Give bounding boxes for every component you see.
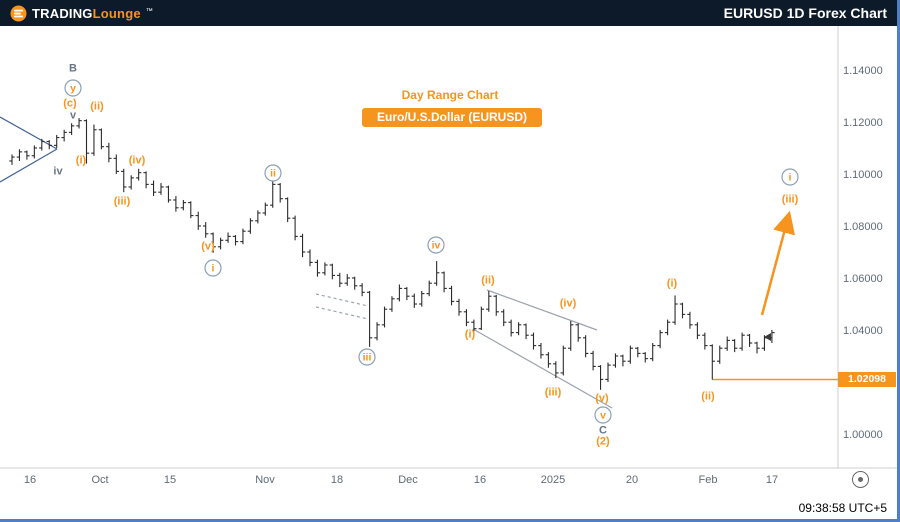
trendline[interactable] [472, 328, 613, 409]
x-axis-tick: Oct [91, 474, 108, 486]
wave-label: (iii) [545, 387, 562, 399]
wave-label-circle [594, 406, 612, 424]
page-title: EURUSD 1D Forex Chart [723, 5, 887, 21]
trendlines-layer [0, 116, 838, 409]
x-axis-tick: 20 [626, 474, 638, 486]
y-axis-tick: 1.04000 [843, 325, 883, 337]
wave-label-circle [264, 164, 282, 182]
y-axis-tick: 1.08000 [843, 221, 883, 233]
wave-label: C [599, 425, 607, 437]
header: TRADINGLounge ™ EURUSD 1D Forex Chart [0, 0, 897, 26]
brand-name: TRADINGLounge [32, 6, 141, 21]
trendline[interactable] [0, 148, 58, 183]
wave-label: (ii) [481, 275, 495, 287]
wave-label: (v) [595, 393, 609, 405]
wave-label: (i) [76, 155, 87, 167]
trendline[interactable] [0, 116, 58, 150]
wave-label: (c) [63, 98, 77, 110]
y-axis-tick: 1.10000 [843, 169, 883, 181]
wave-label: ii [270, 168, 276, 180]
price-chart-svg[interactable]: 1.14000 1.12000 1.10000 1.08000 1.06000 1.040… [0, 26, 897, 496]
status-bar: 09:38:58 UTC+5 [0, 496, 897, 519]
wave-label-circle [358, 348, 376, 366]
x-axis-tick: 2025 [541, 474, 565, 486]
tradinglounge-logo-icon [10, 4, 27, 22]
x-axis-tick: 15 [164, 474, 176, 486]
wave-label: (iii) [114, 196, 131, 208]
annotations-layer: By(c)v(ii)iv(i) (iv)(iii)(v)iiiiiiiv(i)(i… [53, 63, 799, 448]
wave-label-circle [64, 79, 82, 97]
brand-lounge: Lounge [92, 5, 141, 21]
instrument-badge: Euro/U.S.Dollar (EURUSD) [362, 108, 542, 127]
wave-label: (ii) [701, 391, 715, 403]
wave-label: (v) [201, 241, 215, 253]
wave-label: i [789, 172, 792, 184]
y-axis-tick: 1.12000 [843, 117, 883, 129]
wave-label: (2) [596, 436, 610, 448]
chart-area[interactable]: 1.14000 1.12000 1.10000 1.08000 1.06000 1.040… [0, 26, 897, 496]
wave-label: iv [432, 240, 441, 252]
x-axis-tick: Feb [699, 474, 718, 486]
brand-trading: TRADING [32, 5, 93, 21]
scroll-to-latest-button[interactable] [852, 471, 869, 488]
wave-label: v [70, 110, 77, 122]
wave-label: i [212, 263, 215, 275]
wave-label-circle [781, 168, 799, 186]
y-axis-tick: 1.06000 [843, 273, 883, 285]
trademark-symbol: ™ [145, 7, 153, 15]
last-bar-marker [764, 333, 771, 341]
wave-label: iv [53, 166, 63, 178]
wave-label: (ii) [90, 101, 104, 113]
bars-layer [9, 118, 775, 390]
trendline[interactable] [315, 306, 369, 320]
wave-label: v [600, 410, 606, 422]
trendline[interactable] [315, 293, 369, 307]
x-axis-tick: 16 [474, 474, 486, 486]
x-axis-tick: Nov [255, 474, 275, 486]
brand-logo[interactable]: TRADINGLounge ™ [10, 4, 153, 22]
wave-label: (iv) [129, 155, 146, 167]
wave-label-circle [427, 236, 445, 254]
x-axis-tick: Dec [398, 474, 418, 486]
x-axis-tick: 17 [766, 474, 778, 486]
wave-label: y [70, 83, 76, 95]
clock-timestamp: 09:38:58 UTC+5 [798, 500, 887, 515]
wave-label: (iv) [560, 298, 577, 310]
trendline[interactable] [486, 289, 598, 331]
wave-label: (iii) [782, 194, 799, 206]
day-range-chart-label: Day Range Chart [401, 88, 499, 102]
wave-label: (i) [465, 329, 476, 341]
wave-label: B [69, 63, 77, 75]
wave-label-circle [204, 259, 222, 277]
price-level-badge: 1.02098 [838, 372, 896, 387]
x-axis-tick: 18 [331, 474, 343, 486]
wave-label: (i) [667, 278, 678, 290]
projection-arrow[interactable] [760, 210, 795, 316]
axes-layer: 1.14000 1.12000 1.10000 1.08000 1.06000 1.040… [0, 26, 897, 486]
y-axis-tick: 1.00000 [843, 429, 883, 441]
x-axis-tick: 16 [24, 474, 36, 486]
wave-label: iii [363, 352, 372, 364]
y-axis-tick: 1.14000 [843, 65, 883, 77]
